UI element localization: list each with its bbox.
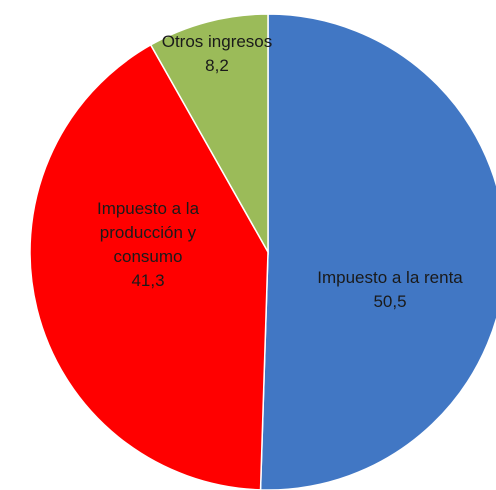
pie-slice (259, 13, 496, 490)
slice-label: Otros ingresos 8,2 (117, 30, 317, 78)
category-label: Otros ingresos (161, 32, 273, 51)
value-label: 8,2 (205, 56, 229, 75)
slice-label: Impuesto a la renta 50,5 (315, 266, 465, 314)
slice-label: Impuesto a la producción y consumo 41,3 (73, 197, 223, 293)
value-label: 50,5 (373, 292, 407, 311)
category-label: Impuesto a la producción y consumo (96, 199, 200, 266)
category-label: Impuesto a la renta (317, 268, 463, 287)
pie-slice (149, 13, 269, 255)
pie-slice (29, 43, 269, 490)
value-label: 41,3 (131, 271, 165, 290)
